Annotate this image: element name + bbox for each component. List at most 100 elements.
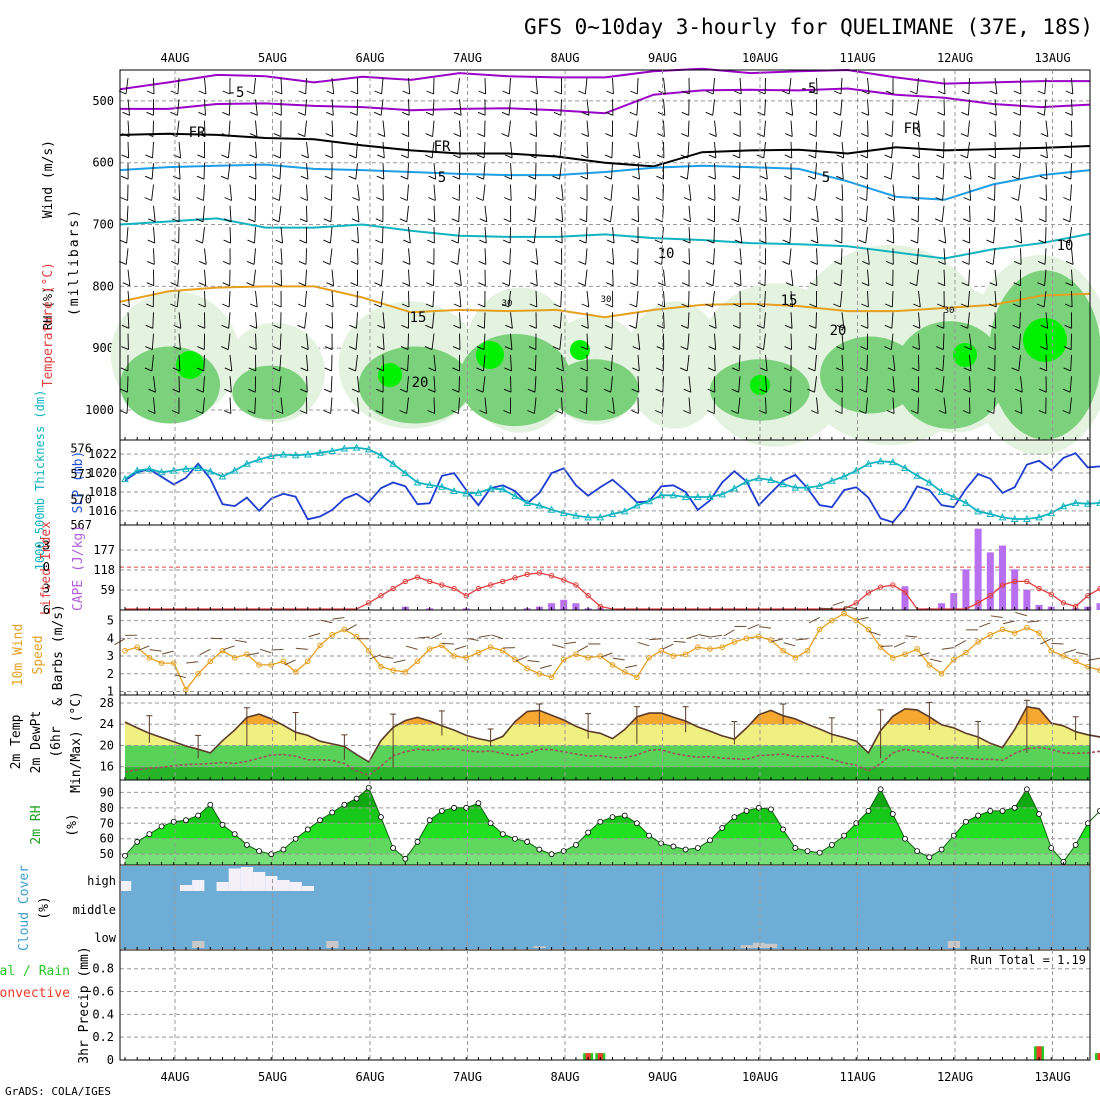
wind-barb-flag xyxy=(376,346,385,351)
wind-barb-flag xyxy=(402,111,410,116)
wind-barb-flag xyxy=(121,133,130,138)
wind-barb-flag xyxy=(275,239,283,244)
wind-barb xyxy=(688,376,692,393)
wind-barb-flag xyxy=(477,303,486,308)
wind-barb-flag xyxy=(808,133,817,138)
date-label-top: 12AUG xyxy=(937,51,973,65)
wind-barb xyxy=(865,227,868,244)
wind-barb xyxy=(408,227,411,244)
cape-bar xyxy=(901,586,909,610)
date-label-top: 13AUG xyxy=(1034,51,1070,65)
wind-barb xyxy=(433,163,437,180)
wind-barb-flag xyxy=(172,197,180,201)
wind-barb xyxy=(153,397,156,414)
wind-barb xyxy=(687,312,690,329)
wind-barb xyxy=(968,77,970,95)
thickness-marker xyxy=(486,484,495,492)
wind-barb xyxy=(306,184,308,201)
wind-speed-marker xyxy=(634,674,640,681)
wind-barb-flag xyxy=(529,324,537,329)
wind-barb-10m xyxy=(1027,620,1040,623)
wind-barb xyxy=(457,227,460,244)
wind-barb xyxy=(890,333,894,350)
wind-barb-flag xyxy=(629,111,638,116)
wind-barb xyxy=(508,269,511,286)
wind-barb-flag xyxy=(579,197,588,201)
wind-barb-flag xyxy=(349,133,357,138)
wind-barb-flag xyxy=(833,282,842,287)
wind-barb-flag xyxy=(475,388,484,393)
wind-barb-flag xyxy=(807,367,816,372)
thickness-marker xyxy=(633,501,641,509)
wind-barb-flag xyxy=(198,90,207,95)
contour-label: -5 xyxy=(228,85,245,101)
wind-barb-10m xyxy=(161,650,174,655)
wind-barb xyxy=(510,141,513,158)
wind-barb xyxy=(967,312,970,329)
li-marker xyxy=(487,582,494,588)
wind-barb-flag xyxy=(809,282,818,287)
wind-barb-flag xyxy=(733,282,742,287)
cloud-high-bar xyxy=(216,882,229,891)
wind-barb xyxy=(278,205,282,222)
wind-barb-flag xyxy=(833,303,841,308)
wind-barb xyxy=(126,205,129,222)
wind-barb-flag xyxy=(427,218,436,223)
rh-marker xyxy=(378,814,384,820)
wind-barb xyxy=(177,269,180,286)
wind-barb-flag xyxy=(707,388,715,393)
rh-marker xyxy=(926,854,933,861)
wind-barb-flag xyxy=(1038,239,1046,244)
wind-barb-10m xyxy=(625,664,637,669)
wind-barb-flag xyxy=(272,197,280,201)
cloud-low-bar xyxy=(740,945,753,948)
wind-barb-flag xyxy=(656,367,664,372)
wind-barb-flag xyxy=(961,111,969,116)
wind-barb-10m xyxy=(1002,620,1015,625)
wind-barb-flag xyxy=(322,260,331,265)
wind-speed-marker xyxy=(548,674,555,681)
wind-barb-flag xyxy=(323,239,331,244)
isotherm-line xyxy=(119,67,1090,91)
wind-barb-10m xyxy=(271,648,284,651)
wind-barb-flag xyxy=(172,175,181,180)
wind-barb xyxy=(330,184,333,201)
wind-barb-flag xyxy=(578,239,587,244)
wind-barb xyxy=(253,248,256,265)
wind-barb-flag xyxy=(836,346,844,351)
cloud-high-bar xyxy=(253,872,266,891)
thickness-marker xyxy=(803,483,812,491)
wind-barb xyxy=(127,141,130,158)
contour-label: 30 xyxy=(502,299,513,309)
precip-convective-bar xyxy=(1036,1046,1042,1060)
wind-barb-flag xyxy=(401,324,409,329)
wind-barb xyxy=(508,99,511,116)
wind-barb xyxy=(380,290,384,308)
wind-barb-flag xyxy=(273,133,282,138)
wind-barb xyxy=(534,376,537,393)
wind-barb-flag xyxy=(910,218,919,223)
wind-barb-flag xyxy=(530,90,538,95)
wind-barb xyxy=(330,376,333,393)
wind-barb xyxy=(229,397,232,414)
thickness-marker xyxy=(230,466,239,474)
wind-barb-flag xyxy=(148,388,156,393)
wind-barb xyxy=(255,333,257,350)
wind-barb xyxy=(790,120,793,137)
wind-barb-flag xyxy=(683,197,692,201)
thickness-marker xyxy=(1059,502,1068,510)
wind-barb-flag xyxy=(352,388,360,393)
wind-barb-flag xyxy=(707,410,715,414)
wind-barb xyxy=(918,312,921,329)
wind-barb-flag xyxy=(938,239,946,244)
wind-barb-flag xyxy=(732,154,740,159)
wind-barb-flag xyxy=(1011,367,1019,372)
wind-barb-flag xyxy=(479,218,487,223)
thickness-marker xyxy=(791,483,800,491)
wind-barb xyxy=(916,77,919,95)
rh-marker xyxy=(889,811,896,817)
rh-marker xyxy=(487,820,494,827)
thickness-tick: 570 xyxy=(70,493,92,507)
thickness-marker xyxy=(706,492,714,500)
wind-barb-flag xyxy=(808,324,817,329)
